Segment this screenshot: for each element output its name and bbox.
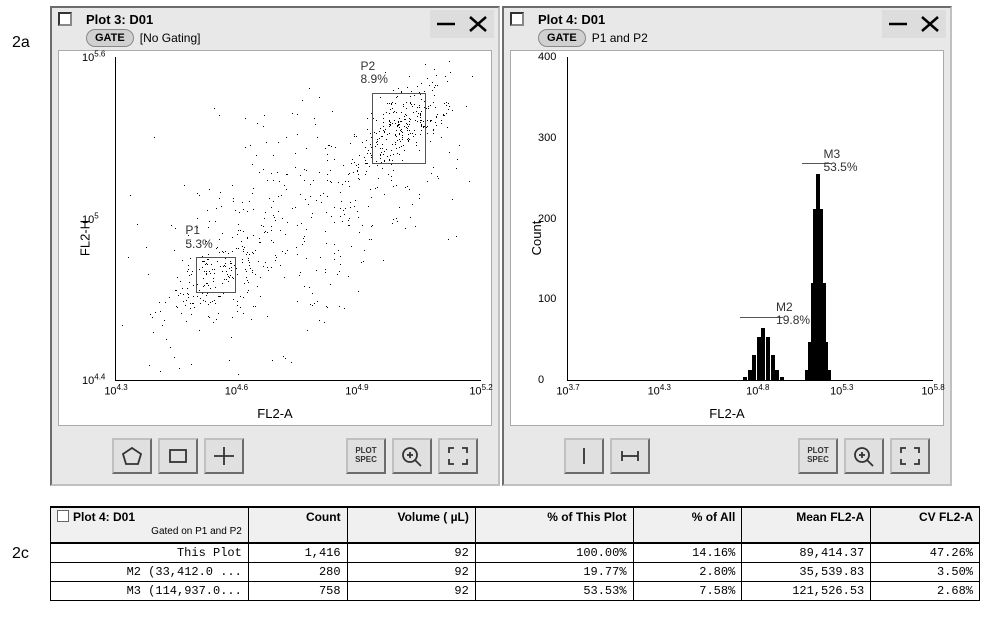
gate-region-p2[interactable]	[372, 93, 427, 164]
gate-button[interactable]: GATE	[86, 29, 134, 47]
table-cell: 280	[248, 563, 347, 582]
gate-text: P1 and P2	[592, 31, 648, 45]
rect-button[interactable]	[158, 438, 198, 474]
plot-panels-row: Plot 3: D01 GATE [No Gating] FL2-H FL2-A…	[0, 0, 1000, 486]
gate-text: [No Gating]	[140, 31, 201, 45]
x-tick: 105.8	[921, 383, 944, 398]
histogram-chart-area[interactable]: 103.7104.3104.8105.3105.80100200300400M2…	[567, 57, 933, 381]
table-cell: 19.77%	[475, 563, 633, 582]
table-cell: 3.50%	[871, 563, 980, 582]
x-axis-label: FL2-A	[257, 406, 292, 421]
plot-toolbar: PLOT SPEC	[52, 432, 498, 484]
table-column-header[interactable]: % of This Plot	[475, 507, 633, 543]
table-cell: 2.80%	[633, 563, 742, 582]
y-axis-label: Count	[529, 221, 544, 256]
scatter-chart-area[interactable]: 104.3104.6104.9105.2104.4105105.6P15.3%P…	[115, 57, 481, 381]
table-column-header[interactable]: Count	[248, 507, 347, 543]
table-column-header[interactable]: Volume ( µL)	[347, 507, 475, 543]
plotspec-button[interactable]: PLOT SPEC	[346, 438, 386, 474]
table-cell: 92	[347, 543, 475, 563]
marker-range-m3[interactable]	[802, 163, 831, 164]
table-cell: 7.58%	[633, 582, 742, 601]
plot-title: Plot 3: D01	[86, 12, 200, 27]
y-tick: 105	[82, 211, 99, 226]
marker-label-m3: M353.5%	[824, 148, 858, 174]
x-tick: 104.9	[345, 383, 368, 398]
y-tick: 200	[538, 213, 556, 225]
table-cell: 121,526.53	[742, 582, 871, 601]
table-cell: 53.53%	[475, 582, 633, 601]
plot-header: Plot 3: D01 GATE [No Gating]	[52, 8, 498, 50]
plot-toolbar: PLOT SPEC	[504, 432, 950, 484]
zoom-button[interactable]	[844, 438, 884, 474]
stats-table-container: Plot 4: D01Gated on P1 and P2CountVolume…	[50, 506, 990, 601]
plot-title: Plot 4: D01	[538, 12, 648, 27]
table-row[interactable]: M2 (33,412.0 ...2809219.77%2.80%35,539.8…	[51, 563, 980, 582]
y-tick: 0	[538, 374, 544, 386]
x-axis-label: FL2-A	[709, 406, 744, 421]
marker-range-m2[interactable]	[740, 317, 784, 318]
y-tick: 100	[538, 293, 556, 305]
table-row[interactable]: M3 (114,937.0...7589253.53%7.58%121,526.…	[51, 582, 980, 601]
table-cell: 92	[347, 563, 475, 582]
x-tick: 104.3	[104, 383, 127, 398]
table-cell: 100.00%	[475, 543, 633, 563]
table-header-title: Plot 4: D01Gated on P1 and P2	[51, 507, 249, 543]
table-cell: 47.26%	[871, 543, 980, 563]
x-tick: 105.3	[830, 383, 853, 398]
expand-button[interactable]	[890, 438, 930, 474]
vline-button[interactable]	[564, 438, 604, 474]
table-column-header[interactable]: CV FL2-A	[871, 507, 980, 543]
plot-panel-3: Plot 3: D01 GATE [No Gating] FL2-H FL2-A…	[50, 6, 500, 486]
x-tick: 103.7	[556, 383, 579, 398]
gate-region-p1[interactable]	[196, 257, 236, 293]
plot-checkbox[interactable]	[510, 12, 524, 26]
table-cell: 1,416	[248, 543, 347, 563]
plot-checkbox[interactable]	[58, 12, 72, 26]
table-cell: 758	[248, 582, 347, 601]
plot-header: Plot 4: D01 GATE P1 and P2	[504, 8, 950, 50]
expand-button[interactable]	[438, 438, 478, 474]
zoom-button[interactable]	[392, 438, 432, 474]
gate-label-p1: P15.3%	[185, 224, 212, 250]
table-cell: 35,539.83	[742, 563, 871, 582]
stats-table: Plot 4: D01Gated on P1 and P2CountVolume…	[50, 506, 980, 601]
x-tick: 104.3	[648, 383, 671, 398]
minimize-button[interactable]	[430, 10, 462, 38]
table-checkbox[interactable]	[57, 510, 69, 522]
x-tick: 105.2	[469, 383, 492, 398]
close-button[interactable]	[462, 10, 494, 38]
figure-label-2a: 2a	[12, 34, 30, 52]
close-button[interactable]	[914, 10, 946, 38]
y-tick: 300	[538, 132, 556, 144]
table-row[interactable]: This Plot1,41692100.00%14.16%89,414.3747…	[51, 543, 980, 563]
marker-label-m2: M219.8%	[776, 301, 810, 327]
table-column-header[interactable]: % of All	[633, 507, 742, 543]
plot-body: FL2-H FL2-A 104.3104.6104.9105.2104.4105…	[58, 50, 492, 426]
minimize-button[interactable]	[882, 10, 914, 38]
x-tick: 104.8	[746, 383, 769, 398]
polygon-button[interactable]	[112, 438, 152, 474]
table-column-header[interactable]: Mean FL2-A	[742, 507, 871, 543]
x-tick: 104.6	[225, 383, 248, 398]
plot-panel-4: Plot 4: D01 GATE P1 and P2 Count FL2-A 1…	[502, 6, 952, 486]
plot-body: Count FL2-A 103.7104.3104.8105.3105.8010…	[510, 50, 944, 426]
y-tick: 104.4	[82, 373, 105, 388]
gate-button[interactable]: GATE	[538, 29, 586, 47]
figure-label-2c: 2c	[12, 545, 29, 563]
quadrant-button[interactable]	[204, 438, 244, 474]
plotspec-button[interactable]: PLOT SPEC	[798, 438, 838, 474]
y-tick: 105.6	[82, 50, 105, 65]
table-cell: 89,414.37	[742, 543, 871, 563]
table-cell: 14.16%	[633, 543, 742, 563]
range-button[interactable]	[610, 438, 650, 474]
table-cell: 2.68%	[871, 582, 980, 601]
y-tick: 400	[538, 51, 556, 63]
table-cell: 92	[347, 582, 475, 601]
